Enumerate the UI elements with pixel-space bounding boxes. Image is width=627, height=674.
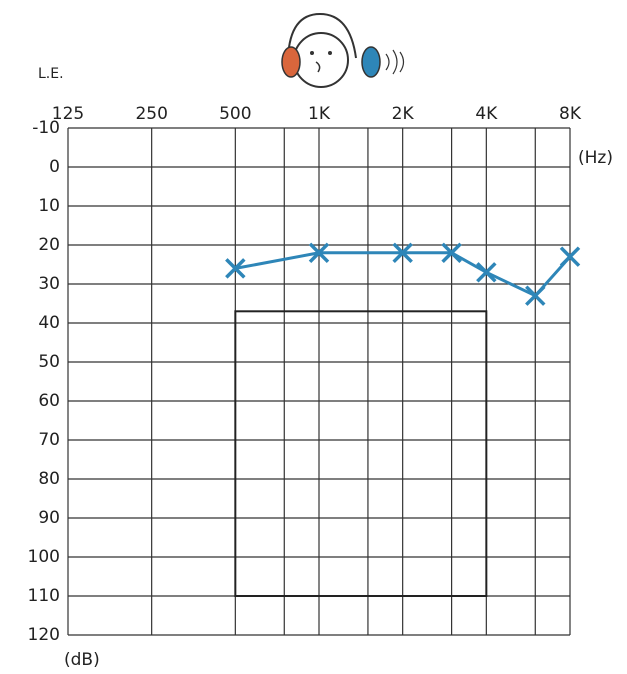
y-tick-label: 40 <box>38 313 60 333</box>
y-tick-label: 100 <box>28 547 60 567</box>
y-tick-label: 30 <box>38 274 60 294</box>
y-tick-label: 50 <box>38 352 60 372</box>
y-tick-label: 20 <box>38 235 60 255</box>
region-box <box>235 311 486 596</box>
x-tick-label: 125 <box>52 104 84 124</box>
x-unit: (Hz) <box>578 148 613 168</box>
y-tick-label: 90 <box>38 508 60 528</box>
y-tick-label: 70 <box>38 430 60 450</box>
y-unit: (dB) <box>64 650 100 670</box>
x-tick-label: 4K <box>475 104 498 124</box>
y-tick-label: 10 <box>38 196 60 216</box>
x-tick-label: 8K <box>559 104 582 124</box>
x-tick-label: 500 <box>219 104 251 124</box>
y-tick-label: 110 <box>28 586 60 606</box>
x-tick-label: 2K <box>392 104 415 124</box>
headphone-icon <box>282 14 404 87</box>
x-tick-label: 1K <box>308 104 331 124</box>
y-tick-label: 0 <box>49 157 60 177</box>
y-tick-label: 80 <box>38 469 60 489</box>
ear-label: L.E. <box>38 66 64 82</box>
x-tick-label: 250 <box>135 104 167 124</box>
y-tick-label: 120 <box>28 625 60 645</box>
audiogram: L.E. (Hz) (dB) -100102030405060708090100… <box>0 0 627 674</box>
y-tick-label: 60 <box>38 391 60 411</box>
